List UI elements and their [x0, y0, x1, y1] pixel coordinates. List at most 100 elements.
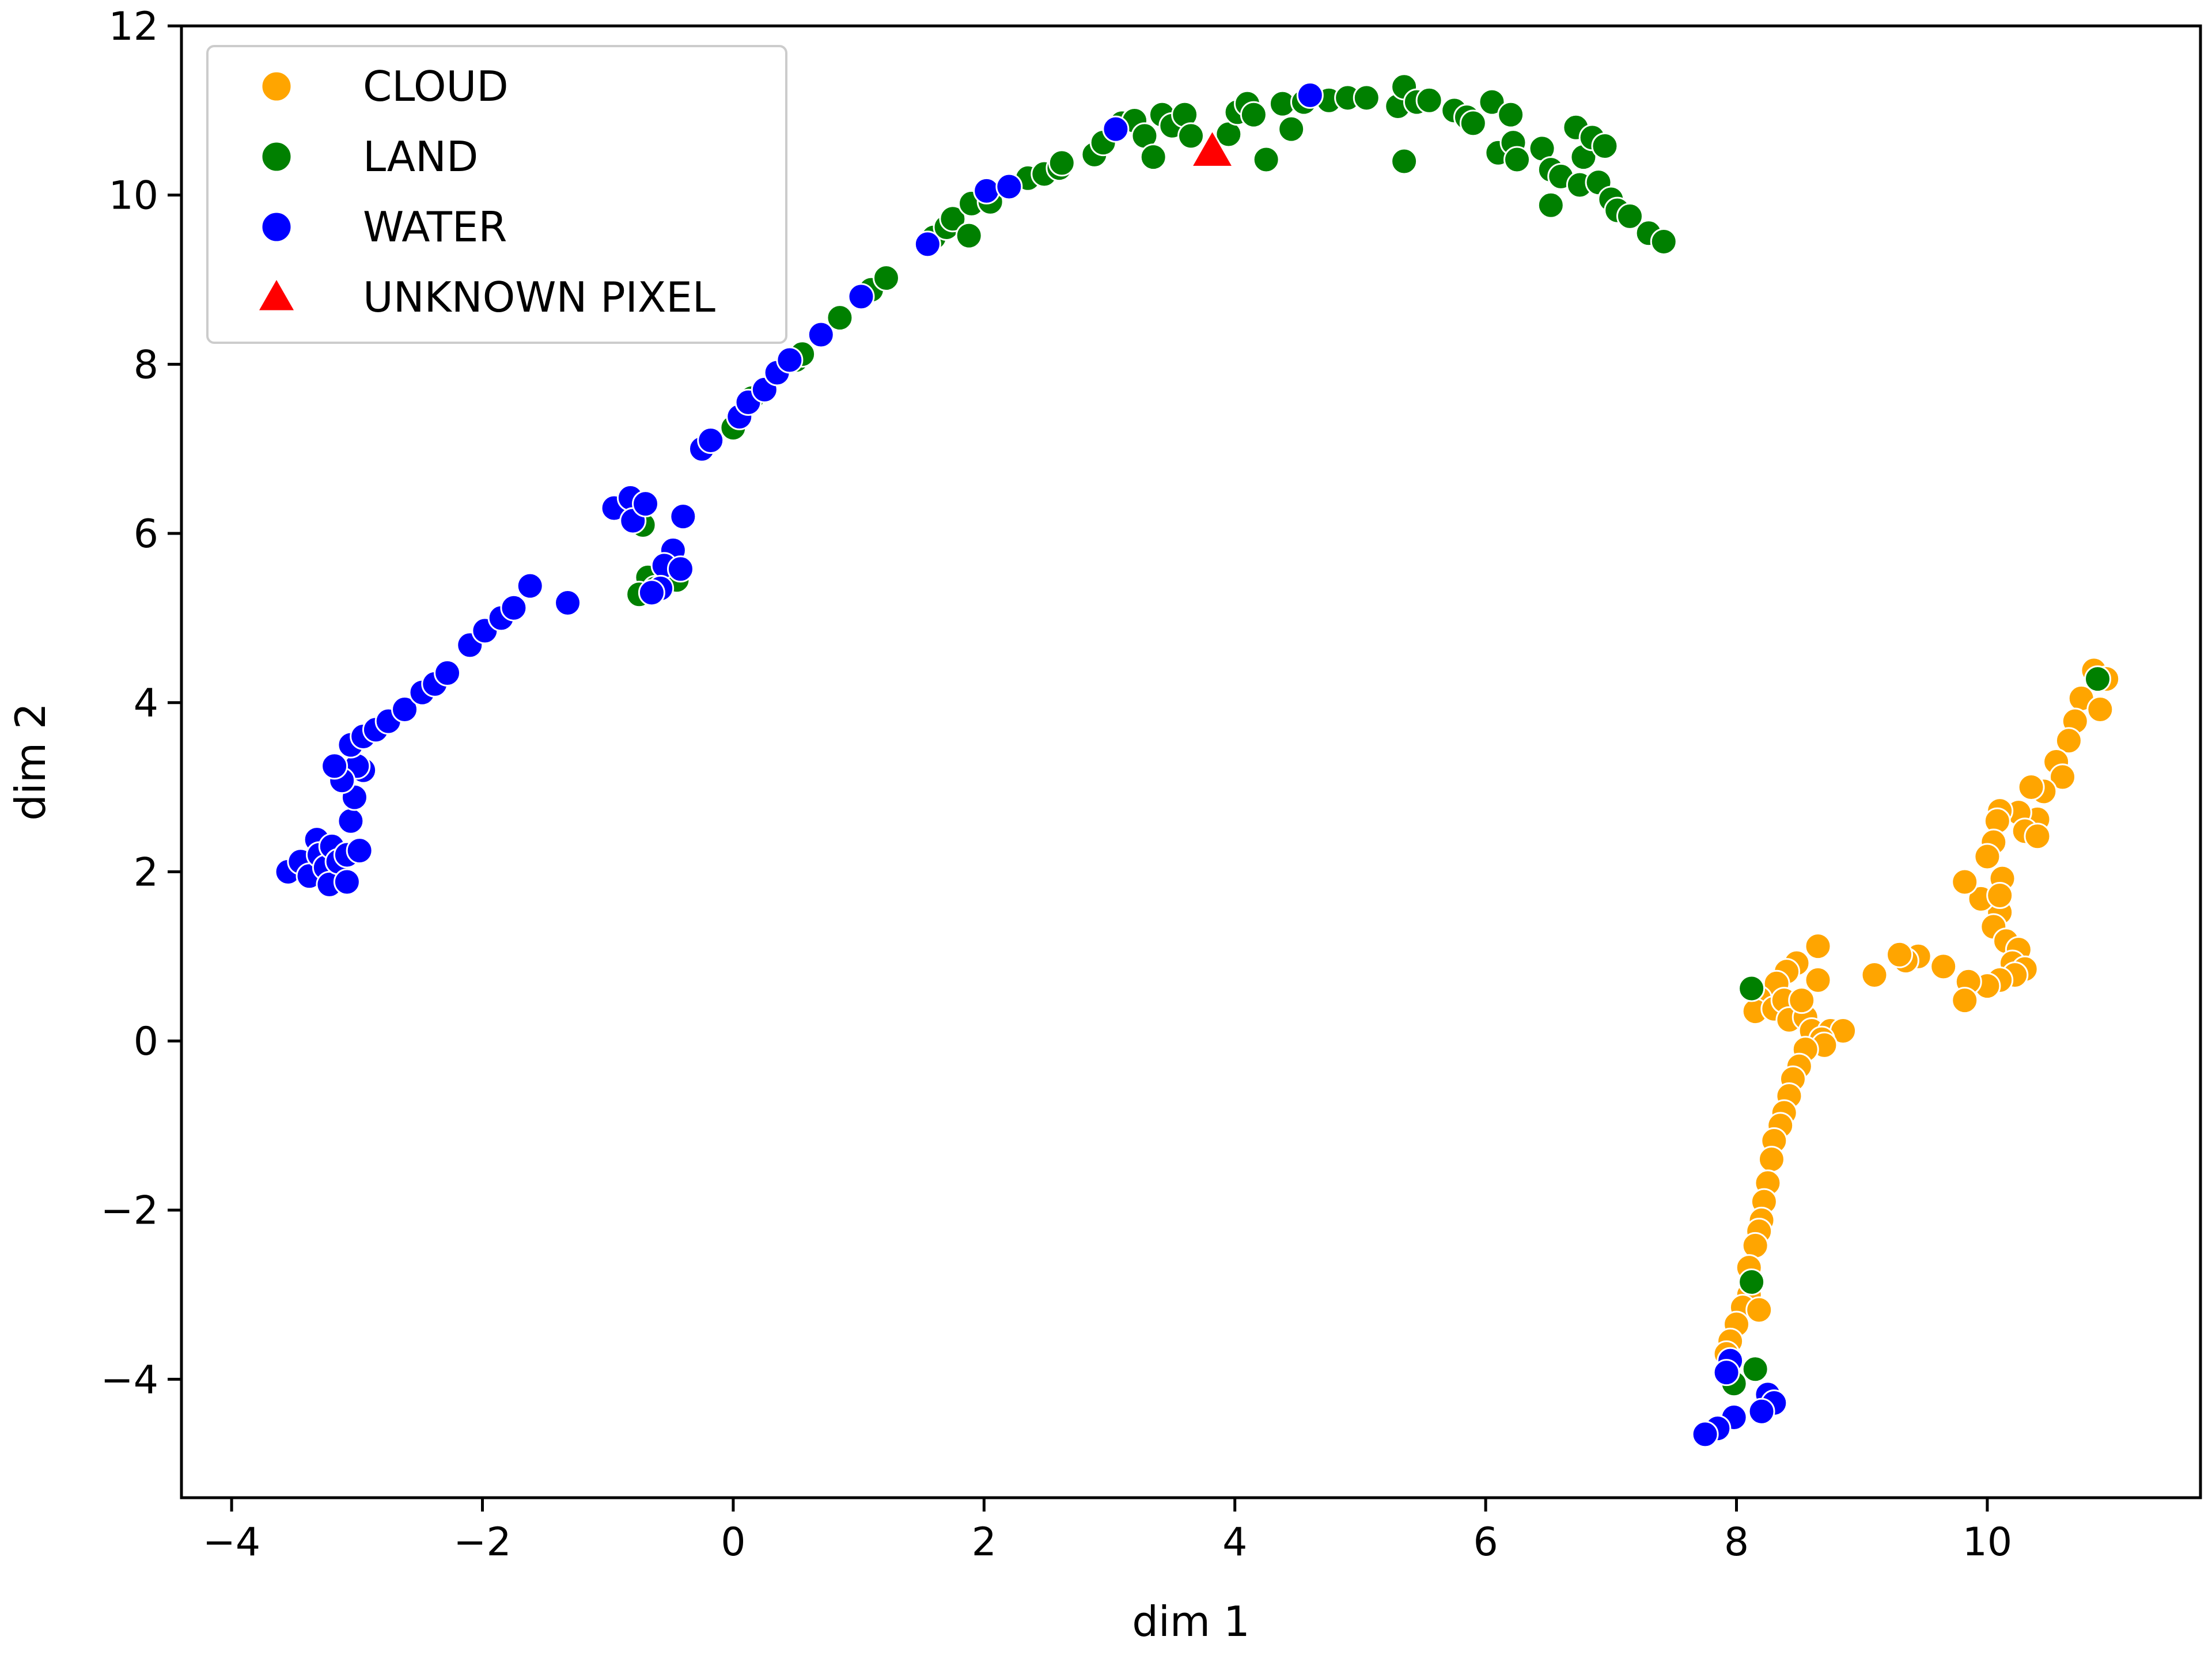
data-points — [274, 73, 2120, 1448]
point-land — [1503, 146, 1531, 173]
point-water — [807, 321, 835, 349]
point-water — [914, 230, 941, 258]
point-cloud — [2024, 823, 2051, 850]
point-water — [1102, 115, 1130, 143]
x-tick-label: 4 — [1222, 1520, 1247, 1565]
legend-label-cloud: CLOUD — [363, 62, 509, 111]
point-cloud — [1758, 1146, 1785, 1173]
point-water — [1296, 81, 1324, 109]
point-land — [1459, 109, 1487, 137]
point-water — [1713, 1359, 1740, 1387]
x-tick-label: 6 — [1473, 1520, 1498, 1565]
point-cloud — [1861, 961, 1888, 989]
y-tick-label: 10 — [108, 173, 158, 219]
x-tick-label: −2 — [453, 1520, 511, 1565]
y-tick-label: 2 — [134, 850, 158, 895]
point-water — [697, 427, 725, 454]
point-cloud — [1974, 843, 2001, 870]
point-land — [1738, 975, 1766, 1002]
y-tick-label: 6 — [134, 512, 158, 557]
legend-label-land: LAND — [363, 132, 478, 181]
point-land — [1650, 228, 1677, 255]
y-tick-label: −2 — [101, 1188, 158, 1234]
point-land — [1478, 88, 1506, 116]
point-land — [939, 205, 967, 233]
point-water — [995, 173, 1023, 200]
x-axis-ticks: −4 −2 0 2 4 6 8 10 — [203, 1498, 2012, 1565]
point-land — [1591, 132, 1619, 160]
point-cloud — [1986, 882, 2014, 910]
point-cloud — [1804, 933, 1832, 960]
point-cloud — [1745, 1296, 1773, 1324]
legend-label-unknown-pixel: UNKNOWN PIXEL — [363, 273, 715, 321]
y-tick-label: 4 — [134, 681, 158, 726]
point-land — [1240, 101, 1267, 128]
x-tick-label: 10 — [1963, 1520, 2013, 1565]
point-cloud — [1886, 941, 1914, 968]
point-water — [346, 837, 373, 865]
point-water — [973, 177, 1001, 204]
y-axis-ticks: −4 −2 0 2 4 6 8 10 12 — [101, 4, 181, 1403]
y-axis-title: dim 2 — [6, 703, 55, 821]
point-water — [666, 555, 694, 583]
y-tick-label: 12 — [108, 4, 158, 50]
point-land — [1738, 1268, 1766, 1296]
point-water — [1748, 1397, 1775, 1425]
point-water — [554, 589, 582, 616]
point-land — [1177, 122, 1205, 150]
point-water — [500, 594, 528, 622]
x-tick-label: 0 — [721, 1520, 745, 1565]
point-water — [669, 503, 697, 531]
point-cloud — [2017, 774, 2045, 801]
point-land — [1278, 115, 1305, 143]
point-water — [776, 346, 804, 374]
point-land — [1139, 143, 1167, 171]
point-land — [1048, 149, 1075, 177]
legend-marker-land — [260, 141, 293, 173]
legend-marker-water — [260, 211, 293, 243]
point-land — [1616, 202, 1643, 230]
point-cloud — [1951, 868, 1979, 896]
legend-marker-cloud — [260, 70, 293, 103]
point-land — [826, 304, 854, 332]
point-cloud — [2049, 763, 2077, 791]
point-land — [872, 264, 900, 292]
point-land — [955, 222, 983, 249]
point-land — [1415, 86, 1443, 114]
series-unknown-pixel — [1190, 128, 1235, 168]
point-water — [847, 283, 875, 310]
point-water — [321, 752, 349, 780]
point-cloud — [2055, 727, 2082, 755]
y-tick-label: −4 — [101, 1357, 158, 1403]
point-unknown-pixel — [1190, 128, 1235, 168]
point-water — [333, 868, 361, 896]
point-water — [631, 490, 659, 518]
point-water — [516, 572, 544, 600]
legend-box — [206, 45, 787, 344]
legend-marker-unknown-pixel — [259, 280, 294, 310]
point-cloud — [1951, 987, 1979, 1014]
point-cloud — [2086, 695, 2114, 723]
point-land — [1497, 101, 1525, 128]
point-cloud — [1930, 953, 1957, 980]
point-land — [2084, 665, 2111, 693]
x-axis-title: dim 1 — [1132, 1597, 1250, 1646]
point-cloud — [1788, 987, 1816, 1014]
x-tick-label: 8 — [1724, 1520, 1749, 1565]
point-land — [1353, 84, 1380, 112]
point-water — [391, 695, 419, 723]
legend: CLOUD LAND WATER UNKNOWN PIXEL — [206, 45, 787, 344]
point-land — [1537, 191, 1565, 219]
series-water — [274, 81, 1788, 1448]
point-land — [1391, 147, 1418, 175]
point-water — [434, 659, 461, 687]
x-tick-label: 2 — [972, 1520, 997, 1565]
point-water — [1691, 1421, 1719, 1448]
plot-frame — [180, 24, 2202, 1499]
point-land — [1252, 146, 1280, 173]
point-land — [1741, 1355, 1769, 1383]
point-cloud — [1804, 966, 1832, 994]
point-water — [638, 579, 665, 607]
x-tick-label: −4 — [203, 1520, 260, 1565]
